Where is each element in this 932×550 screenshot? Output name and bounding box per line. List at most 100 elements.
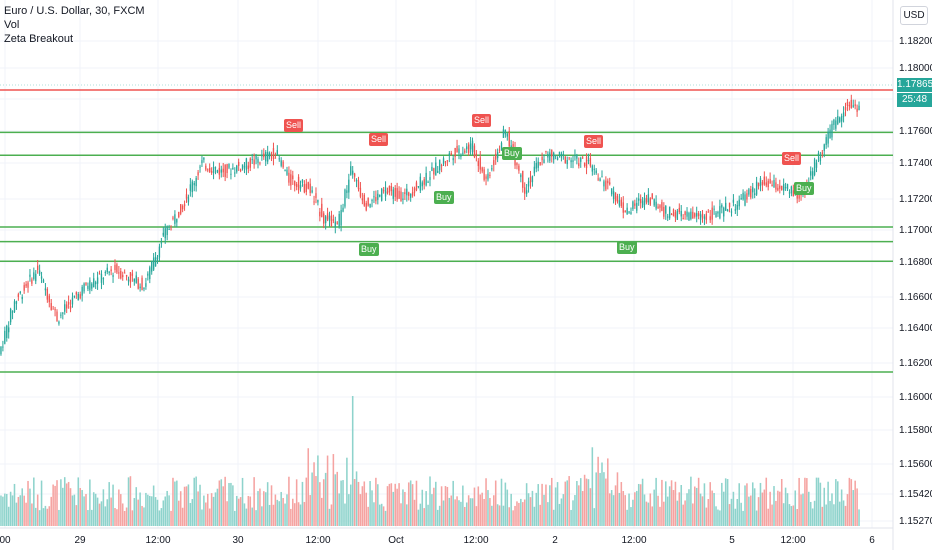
candle-body — [58, 321, 60, 324]
volume-bar — [278, 501, 281, 526]
volume-bar — [846, 494, 849, 526]
volume-bar — [83, 496, 85, 526]
volume-bar — [342, 480, 344, 526]
candle-body — [848, 104, 851, 107]
volume-bar — [840, 489, 843, 526]
candle-body — [496, 151, 499, 159]
candle-body — [752, 187, 754, 193]
volume-bar — [473, 487, 476, 526]
candle-body — [404, 192, 406, 194]
candle-body — [355, 179, 358, 182]
volume-bar — [317, 455, 319, 526]
candle-body — [713, 208, 715, 210]
volume-bar — [713, 493, 715, 526]
candle-body — [143, 287, 145, 290]
volume-bar — [670, 480, 673, 526]
candle-body — [558, 151, 561, 156]
candle-body — [270, 154, 273, 156]
candle-body — [554, 155, 557, 157]
candle-body — [272, 148, 275, 159]
volume-bar — [692, 503, 694, 526]
price-tick-label: 1.17000 — [899, 225, 932, 236]
volume-bar — [541, 483, 543, 526]
candle-body — [386, 191, 389, 194]
candle-body — [191, 181, 193, 193]
candle-body — [694, 213, 696, 217]
candle-body — [210, 171, 213, 173]
volume-bar — [798, 477, 800, 526]
volume-bar — [730, 498, 733, 526]
candle-body — [653, 199, 655, 206]
candle-body — [381, 188, 383, 201]
candle-body — [840, 116, 843, 122]
volume-bar — [125, 507, 128, 526]
volume-bar — [709, 482, 711, 526]
candle-body — [212, 166, 215, 173]
volume-bar — [36, 494, 39, 526]
candle-body — [761, 182, 764, 186]
volume-bar — [634, 492, 636, 526]
volume-bar — [228, 483, 230, 526]
candle-body — [777, 187, 779, 191]
volume-bar — [292, 498, 294, 526]
volume-bar — [141, 505, 143, 526]
candle-body — [564, 156, 566, 164]
candle-body — [647, 194, 650, 203]
candle-body — [359, 187, 362, 197]
candle-body — [263, 153, 265, 158]
volume-bar — [585, 478, 588, 526]
volume-bar — [174, 481, 176, 526]
volume-bar — [784, 487, 787, 526]
volume-bar — [512, 510, 514, 526]
candle-body — [297, 176, 300, 191]
volume-indicator-label[interactable]: Vol — [4, 19, 20, 31]
currency-button[interactable]: USD — [900, 6, 928, 25]
candle-body — [502, 129, 505, 138]
candle-body — [634, 203, 636, 206]
candle-body — [19, 291, 21, 294]
candle-body — [83, 283, 85, 292]
candle-body — [699, 214, 702, 220]
time-tick-label: 12:00 — [621, 535, 646, 546]
volume-bar — [264, 492, 267, 526]
candle-body — [195, 178, 197, 187]
candle-body — [394, 188, 396, 197]
candle-body — [547, 153, 549, 158]
volume-bar — [92, 492, 95, 526]
candle-body — [599, 178, 601, 181]
symbol-title[interactable]: Euro / U.S. Dollar, 30, FXCM — [4, 5, 145, 17]
sell-signal-badge: Sell — [472, 114, 492, 127]
volume-bar — [123, 510, 126, 526]
candle-body — [323, 213, 325, 224]
candle-body — [203, 157, 205, 160]
candle-body — [572, 160, 574, 162]
candle-body — [338, 213, 340, 227]
volume-bar — [744, 485, 746, 526]
candle-body — [831, 123, 833, 138]
candle-body — [730, 211, 733, 213]
candle-body — [106, 267, 108, 273]
volume-bar — [603, 472, 605, 526]
volume-bar — [249, 496, 252, 526]
candle-body — [408, 192, 410, 196]
volume-bar — [632, 499, 634, 526]
candle-body — [303, 184, 306, 193]
zeta-breakout-indicator-label[interactable]: Zeta Breakout — [4, 33, 74, 45]
volume-bar — [160, 508, 163, 526]
candle-body — [207, 169, 209, 171]
volume-bar — [581, 491, 584, 526]
volume-bar — [525, 483, 528, 526]
volume-bar — [523, 499, 526, 526]
volume-bar — [303, 501, 306, 526]
volume-bar — [147, 494, 149, 526]
volume-bar — [390, 483, 393, 526]
volume-bar — [177, 500, 180, 526]
candle-body — [498, 149, 501, 151]
volume-bar — [661, 479, 663, 526]
volume-bar — [94, 493, 97, 526]
candle-body — [566, 160, 568, 165]
candle-body — [253, 159, 255, 165]
candle-body — [624, 210, 626, 213]
volume-bar — [404, 491, 406, 526]
